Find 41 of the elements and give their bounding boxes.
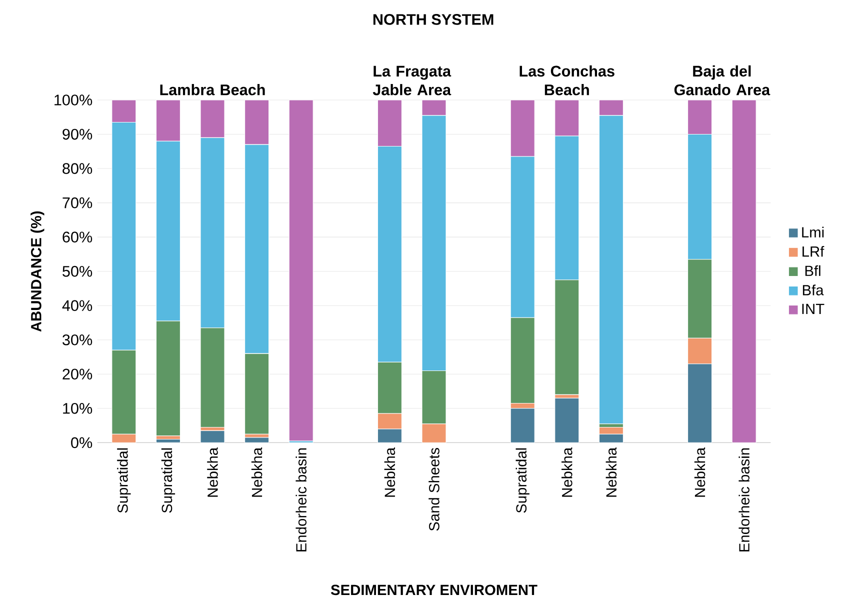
y-tick-label: 70% xyxy=(62,197,92,208)
y-axis-title: ABUNDANCE (%) xyxy=(30,211,44,332)
legend-label: INT xyxy=(802,304,824,314)
x-tick-label: Endorheic basin xyxy=(738,448,750,552)
bar xyxy=(244,437,270,443)
text: La Fragata Jable Area xyxy=(372,66,452,96)
bar xyxy=(732,100,756,443)
bar xyxy=(156,438,180,443)
legend-label: Lmi xyxy=(802,226,824,238)
bar xyxy=(200,430,225,443)
y-tick-label: 0% xyxy=(71,437,92,448)
legend-label: Bfl xyxy=(805,265,820,276)
y-tick-label: 80% xyxy=(62,163,92,174)
legend-label: LRf xyxy=(802,246,824,257)
chart-title: NORTH SYSTEM xyxy=(373,14,494,25)
x-tick-label: Endorheic basin xyxy=(296,448,306,552)
y-tick-label: 30% xyxy=(62,334,92,346)
y-tick-label: 40% xyxy=(62,300,92,312)
y-tick-label: 10% xyxy=(63,402,92,414)
y-tick-label: 100% xyxy=(54,94,92,106)
y-tick-label: 90% xyxy=(62,128,92,140)
y-tick-label: 20% xyxy=(62,368,92,380)
text: Baja del Ganado Area xyxy=(674,65,770,96)
x-tick-label: Nebkha xyxy=(606,447,617,497)
x-tick-label: Nebkha xyxy=(694,447,706,497)
y-tick-label: 50% xyxy=(62,266,92,277)
x-tick-label: Nebkha xyxy=(562,447,572,497)
legend-label: Bfa xyxy=(802,284,824,296)
x-tick-label: Nebkha xyxy=(207,447,218,497)
bar xyxy=(554,398,580,443)
text: Lambra Beach xyxy=(160,84,265,96)
x-axis-title: SEDIMENTARY ENVIROMENT xyxy=(330,584,538,596)
x-tick-label: Supratidal xyxy=(516,448,530,513)
x-tick-label: Supratidal xyxy=(161,448,176,513)
bar xyxy=(288,100,314,442)
x-tick-label: Nebkha xyxy=(251,447,262,497)
x-tick-label: Supratidal xyxy=(117,448,131,513)
text: Las Conchas Beach xyxy=(520,65,614,96)
x-tick-label: Nebkha xyxy=(384,447,396,497)
x-tick-label: Sand Sheets xyxy=(428,448,440,531)
y-tick-label: 60% xyxy=(62,232,92,242)
